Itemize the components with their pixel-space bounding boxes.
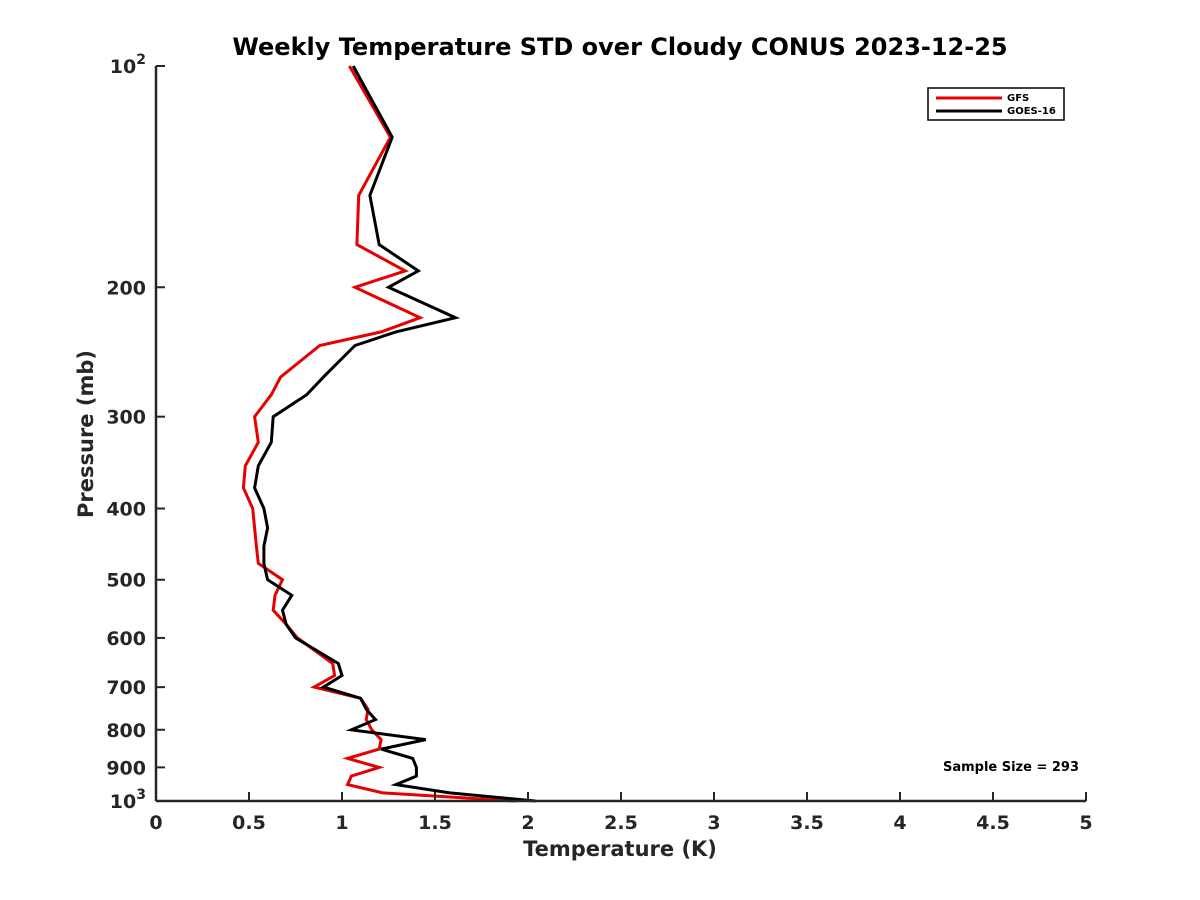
y-tick-exponent: 3 <box>136 787 146 803</box>
x-tick-label: 4 <box>893 812 906 834</box>
x-ticks: 0 0.5 1 1.5 2 2.5 3 3.5 4 4.5 5 <box>149 792 1093 834</box>
y-tick-exponent: 2 <box>136 52 146 68</box>
legend-box <box>927 87 1065 121</box>
x-tick-label: 1 <box>335 812 348 834</box>
x-tick-label: 3 <box>707 812 720 834</box>
sample-size-annotation: Sample Size = 293 <box>943 760 1079 775</box>
y-tick-label: 500 <box>106 570 146 592</box>
x-axis-label: Temperature (K) <box>523 837 717 861</box>
legend-label-goes16: GOES-16 <box>1007 106 1056 117</box>
y-axis-label: Pressure (mb) <box>74 350 98 518</box>
plot-lines <box>241 65 536 803</box>
axes <box>154 66 1086 803</box>
y-tick-base: 10 <box>110 56 136 78</box>
x-tick-label: 2 <box>521 812 534 834</box>
y-tick-label: 102 <box>110 52 146 78</box>
y-tick-label: 400 <box>106 499 146 521</box>
x-tick-label: 2.5 <box>604 812 638 834</box>
x-tick-label: 1.5 <box>418 812 452 834</box>
legend-label-gfs: GFS <box>1007 93 1029 104</box>
x-tick-label: 0 <box>149 812 162 834</box>
y-tick-label: 900 <box>106 757 146 779</box>
x-tick-label: 4.5 <box>976 812 1010 834</box>
y-tick-label: 103 <box>110 787 146 813</box>
y-tick-label: 700 <box>106 677 146 699</box>
y-tick-label: 800 <box>106 720 146 742</box>
x-tick-label: 5 <box>1079 812 1092 834</box>
y-tick-base: 10 <box>110 791 136 813</box>
y-tick-label: 200 <box>106 277 146 299</box>
chart-title: Weekly Temperature STD over Cloudy CONUS… <box>232 33 1007 61</box>
y-tick-label: 600 <box>106 628 146 650</box>
legend: GFS GOES-16 <box>927 87 1065 121</box>
y-tick-label: 300 <box>106 407 146 429</box>
x-tick-label: 0.5 <box>232 812 266 834</box>
x-tick-label: 3.5 <box>790 812 824 834</box>
series-line-gfs <box>241 65 516 803</box>
series-line-goes16 <box>253 65 536 803</box>
